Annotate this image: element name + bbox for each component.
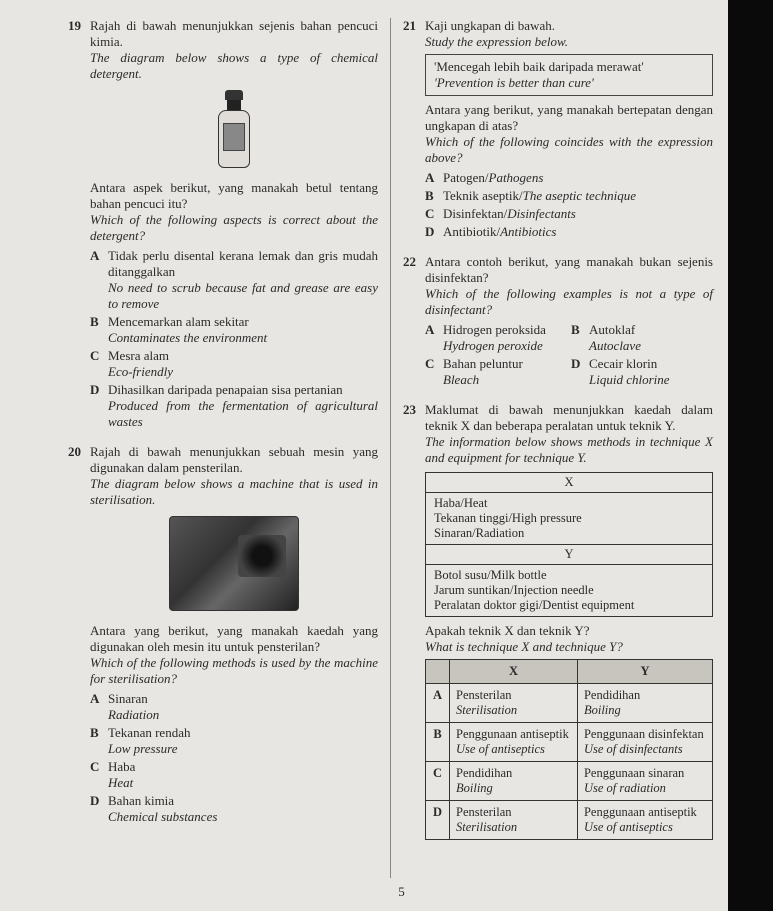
xy-info-box: X Haba/Heat Tekanan tinggi/High pressure… [425,472,713,617]
question-text-en: Which of the following examples is not a… [425,286,713,317]
option-b: B Tekanan rendah Low pressure [90,725,378,757]
x-header: X [450,660,578,684]
detergent-diagram [90,90,378,172]
expression-box: 'Mencegah lebih baik daripada merawat' '… [425,54,713,96]
two-column-layout: 19 Rajah di bawah menunjukkan sejenis ba… [60,18,743,878]
prompt-en: Which of the following coincides with th… [425,134,713,165]
option-a: A Tidak perlu disental kerana lemak dan … [90,248,378,312]
q19-options: A Tidak perlu disental kerana lemak dan … [90,248,378,430]
question-text-ms: Rajah di bawah menunjukkan sebuah mesin … [90,444,378,475]
table-row: A PensterilanSterilisation PendidihanBoi… [426,684,713,723]
autoclave-diagram [90,516,378,615]
prompt-en: Which of the following aspects is correc… [90,212,378,243]
question-number: 19 [68,18,81,34]
prompt-ms: Antara aspek berikut, yang manakah betul… [90,180,378,211]
question-text-en: The diagram below shows a machine that i… [90,476,378,507]
option-c: C Mesra alam Eco-friendly [90,348,378,380]
blank-header [426,660,450,684]
y-header: Y [577,660,712,684]
detergent-bottle-icon [218,90,250,168]
answer-table: X Y A PensterilanSterilisation Pendidiha… [425,659,713,840]
scanner-edge [728,0,773,911]
y-items: Botol susu/Milk bottle Jarum suntikan/In… [426,565,712,616]
prompt-en: Which of the following methods is used b… [90,655,378,686]
q20-options: A Sinaran Radiation B Tekanan rendah Low… [90,691,378,825]
option-d: D Dihasilkan daripada penapaian sisa per… [90,382,378,430]
question-22: 22 Antara contoh berikut, yang manakah b… [403,254,713,388]
prompt-ms: Apakah teknik X dan teknik Y? [425,623,590,638]
option-c: Bahan pelunturBleach [443,356,567,388]
prompt-ms: Antara yang berikut, yang manakah bertep… [425,102,713,133]
option-b: B Teknik aseptik/The aseptic technique [425,188,713,204]
option-d: D Bahan kimia Chemical substances [90,793,378,825]
autoclave-icon [169,516,299,611]
question-number: 23 [403,402,416,418]
column-right: 21 Kaji ungkapan di bawah. Study the exp… [391,18,743,878]
question-23: 23 Maklumat di bawah menunjukkan kaedah … [403,402,713,840]
option-b: B Mencemarkan alam sekitar Contaminates … [90,314,378,346]
prompt-ms: Antara yang berikut, yang manakah kaedah… [90,623,378,654]
x-items: Haba/Heat Tekanan tinggi/High pressure S… [426,493,712,544]
option-c: C Disinfektan/Disinfectants [425,206,713,222]
question-number: 20 [68,444,81,460]
exam-page: 19 Rajah di bawah menunjukkan sejenis ba… [0,0,773,911]
question-text-en: The diagram below shows a type of chemic… [90,50,378,81]
question-19: 19 Rajah di bawah menunjukkan sejenis ba… [68,18,378,430]
column-left: 19 Rajah di bawah menunjukkan sejenis ba… [60,18,391,878]
question-text-ms: Rajah di bawah menunjukkan sejenis bahan… [90,18,378,49]
question-text-ms: Kaji ungkapan di bawah. [425,18,555,33]
question-text-ms: Antara contoh berikut, yang manakah buka… [425,254,713,285]
page-number: 5 [60,884,743,900]
table-row: B Penggunaan antiseptikUse of antiseptic… [426,723,713,762]
option-d: D Antibiotik/Antibiotics [425,224,713,240]
question-text-en: Study the expression below. [425,34,568,49]
q22-options: A Hidrogen peroksidaHydrogen peroxide B … [425,322,713,388]
option-d: Cecair klorinLiquid chlorine [589,356,713,388]
question-number: 22 [403,254,416,270]
prompt-en: What is technique X and technique Y? [425,639,623,654]
question-text-ms: Maklumat di bawah menunjukkan kaedah dal… [425,402,713,433]
question-number: 21 [403,18,416,34]
option-a: Hidrogen peroksidaHydrogen peroxide [443,322,567,354]
q21-options: A Patogen/Pathogens B Teknik aseptik/The… [425,170,713,240]
option-b: AutoklafAutoclave [589,322,713,354]
table-row: D PensterilanSterilisation Penggunaan an… [426,801,713,840]
table-row: C PendidihanBoiling Penggunaan sinaranUs… [426,762,713,801]
option-a: A Patogen/Pathogens [425,170,713,186]
question-text-en: The information below shows methods in t… [425,434,713,465]
option-c: C Haba Heat [90,759,378,791]
option-a: A Sinaran Radiation [90,691,378,723]
question-21: 21 Kaji ungkapan di bawah. Study the exp… [403,18,713,240]
question-20: 20 Rajah di bawah menunjukkan sebuah mes… [68,444,378,825]
